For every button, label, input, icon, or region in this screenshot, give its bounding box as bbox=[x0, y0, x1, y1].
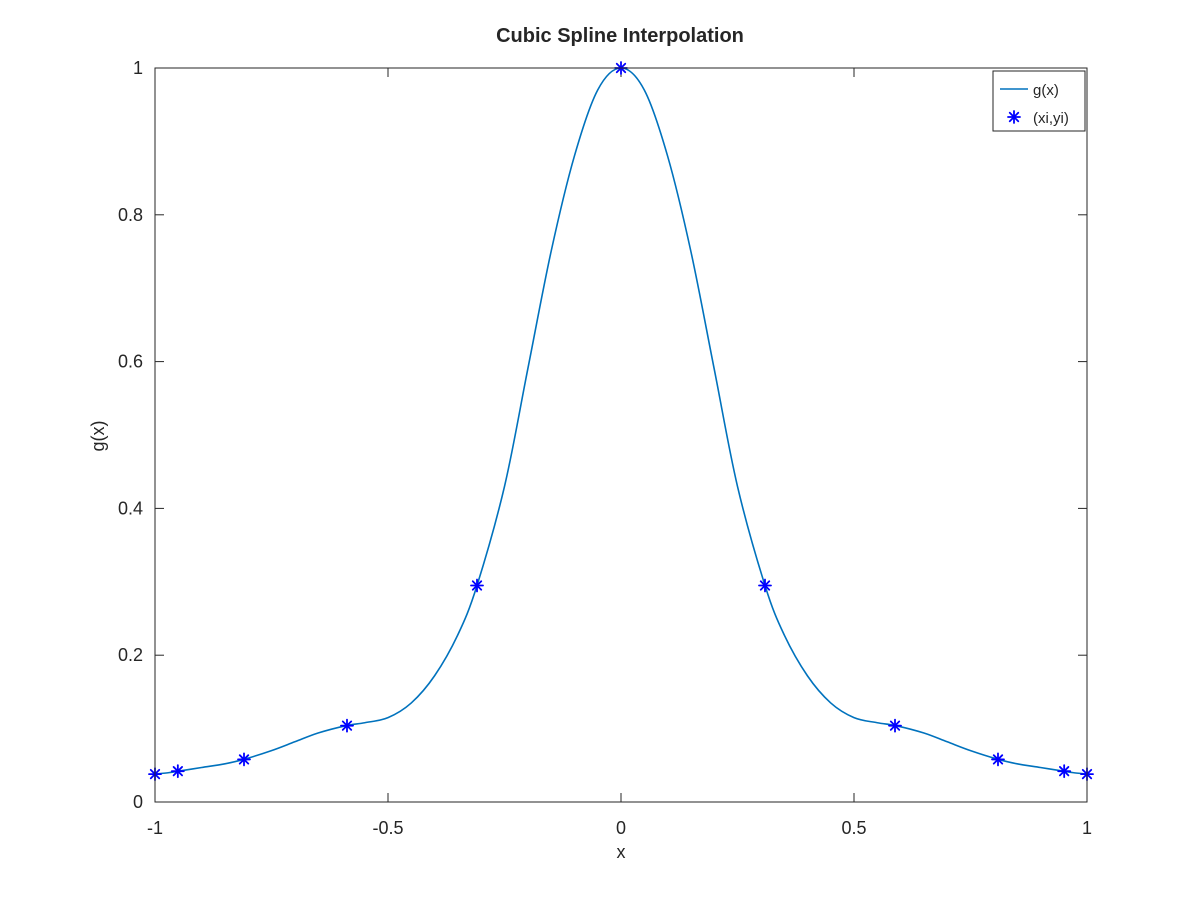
y-axis-label: g(x) bbox=[88, 421, 108, 452]
x-tick-label: 1 bbox=[1082, 818, 1092, 838]
legend-box bbox=[992, 70, 1086, 132]
x-tick-label: 0.5 bbox=[841, 818, 866, 838]
x-axis-label: x bbox=[617, 842, 626, 862]
legend-marker-glyph bbox=[1007, 110, 1021, 124]
marker-stroke bbox=[341, 720, 353, 731]
y-tick-label: 0.2 bbox=[118, 645, 143, 665]
legend: g(x) (xi,yi) bbox=[992, 70, 1086, 132]
axes-box bbox=[154, 67, 1088, 803]
data-point-marker bbox=[470, 578, 484, 593]
x-tick-label: -0.5 bbox=[372, 818, 403, 838]
y-tick-label: 0.6 bbox=[118, 352, 143, 372]
x-tick-label: -1 bbox=[147, 818, 163, 838]
data-point-marker bbox=[991, 752, 1005, 767]
marker-stroke bbox=[238, 754, 250, 765]
chart-title: Cubic Spline Interpolation bbox=[496, 25, 744, 47]
data-point-marker bbox=[237, 752, 251, 767]
ticks-layer: -1 -0.5 0 0.5 1 0 0.2 0.4 0.6 0.8 1 bbox=[118, 58, 1092, 838]
data-point-marker bbox=[340, 718, 354, 733]
marker-stroke bbox=[172, 766, 183, 777]
marker-stroke bbox=[1008, 111, 1020, 123]
marker-stroke bbox=[992, 754, 1004, 765]
legend-marker-swatch bbox=[1007, 110, 1021, 124]
marker-stroke bbox=[759, 580, 771, 591]
y-tick-label: 0 bbox=[133, 792, 143, 812]
legend-entry-line: g(x) bbox=[1033, 82, 1059, 99]
marker-stroke bbox=[889, 720, 901, 731]
marker-stroke bbox=[1059, 766, 1070, 777]
data-point-marker bbox=[888, 718, 902, 733]
y-tick-label: 1 bbox=[133, 58, 143, 78]
marker-stroke bbox=[471, 580, 483, 591]
legend-entry-markers: (xi,yi) bbox=[1033, 110, 1069, 127]
x-tick-label: 0 bbox=[616, 818, 626, 838]
data-point-marker bbox=[1057, 764, 1072, 779]
y-tick-label: 0.4 bbox=[118, 498, 143, 518]
y-tick-label: 0.8 bbox=[118, 205, 143, 225]
data-point-marker bbox=[758, 578, 772, 593]
data-point-marker bbox=[170, 764, 185, 779]
